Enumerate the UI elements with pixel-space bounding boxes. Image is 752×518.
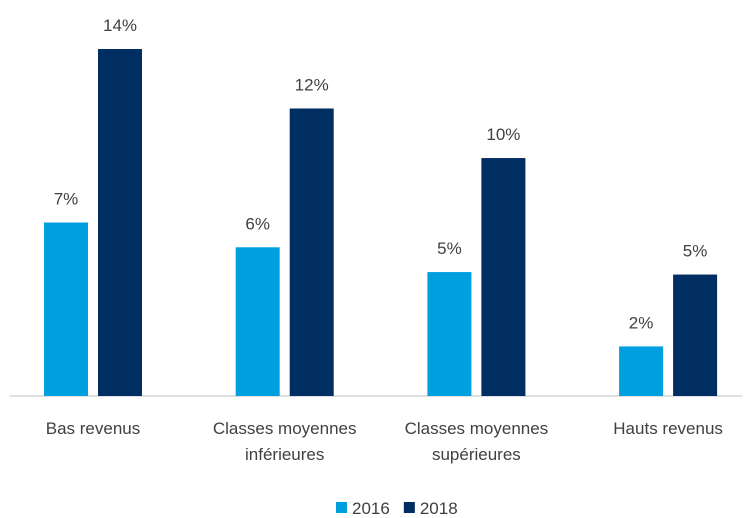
bar	[235, 247, 280, 396]
legend-label: 2016	[352, 499, 390, 518]
bar	[427, 272, 472, 396]
bar	[619, 346, 664, 396]
x-tick-label: Hauts revenus	[613, 419, 723, 438]
x-tick-label: Classes moyennes supérieures	[404, 419, 549, 464]
data-label: 5%	[683, 242, 708, 261]
bar	[44, 222, 88, 396]
bar	[481, 158, 526, 396]
x-tick-label: Bas revenus	[45, 419, 141, 438]
data-label: 5%	[437, 239, 462, 258]
data-label: 12%	[295, 75, 329, 94]
bar	[673, 274, 718, 396]
legend-swatch	[403, 502, 415, 513]
x-tick-label: Classes moyennes inférieures	[212, 419, 357, 464]
bar	[98, 49, 142, 396]
legend-swatch	[336, 502, 347, 513]
bar	[289, 108, 334, 396]
data-label: 10%	[486, 125, 520, 144]
data-label: 14%	[103, 16, 137, 35]
legend-label: 2018	[420, 499, 458, 518]
data-label: 2%	[629, 313, 654, 332]
data-label: 6%	[245, 214, 270, 233]
data-label: 7%	[54, 190, 79, 209]
